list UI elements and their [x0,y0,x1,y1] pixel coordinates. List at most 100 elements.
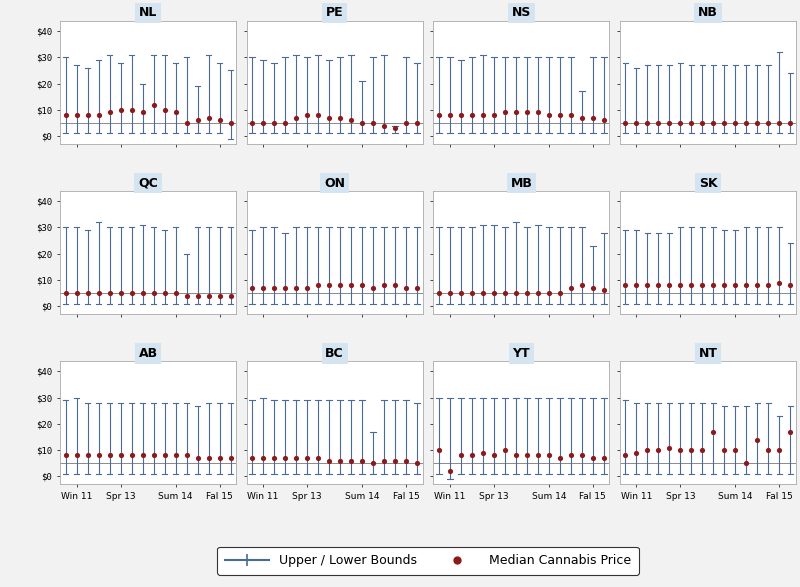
Point [487,451,500,460]
Title: NL: NL [139,6,158,19]
Point [114,288,127,298]
Point [443,288,456,298]
Point [290,283,302,292]
Point [257,283,270,292]
Point [59,451,72,460]
Point [531,107,544,117]
Point [103,451,116,460]
Point [290,113,302,122]
Point [554,288,566,298]
Point [334,113,346,122]
Point [345,281,358,290]
Title: NB: NB [698,6,718,19]
Point [213,116,226,125]
Point [443,467,456,476]
Point [487,288,500,298]
Point [542,110,555,120]
Point [652,281,665,290]
Point [400,118,413,127]
Point [389,123,402,133]
Point [565,451,578,460]
Point [312,453,325,463]
Point [366,283,379,292]
Title: QC: QC [138,177,158,190]
Point [147,100,160,109]
Point [389,456,402,465]
Point [454,288,467,298]
Point [652,118,665,127]
Title: YT: YT [513,347,530,360]
Point [59,288,72,298]
Point [158,288,171,298]
Point [378,456,390,465]
Point [356,118,369,127]
Point [202,453,215,463]
Point [92,110,105,120]
Point [740,458,753,468]
Point [630,281,643,290]
Point [542,451,555,460]
Point [674,446,687,455]
Point [411,118,424,127]
Point [619,281,632,290]
Point [773,118,786,127]
Title: SK: SK [698,177,718,190]
Point [356,456,369,465]
Point [180,291,193,301]
Point [454,110,467,120]
Point [521,107,534,117]
Point [619,451,632,460]
Point [729,281,742,290]
Point [586,453,599,463]
Point [389,281,402,290]
Title: ON: ON [324,177,345,190]
Point [432,446,445,455]
Point [400,283,413,292]
Point [784,281,797,290]
Point [598,286,610,295]
Point [740,281,753,290]
Point [531,451,544,460]
Point [641,446,654,455]
Point [322,113,335,122]
Point [191,453,204,463]
Point [696,446,709,455]
Point [169,288,182,298]
Point [180,118,193,127]
Point [554,110,566,120]
Point [136,288,149,298]
Point [498,446,511,455]
Point [784,118,797,127]
Point [70,451,83,460]
Point [125,105,138,114]
Point [586,113,599,122]
Point [762,281,775,290]
Point [718,118,731,127]
Point [773,278,786,287]
Point [685,281,698,290]
Point [257,118,270,127]
Point [411,458,424,468]
Point [366,458,379,468]
Point [158,451,171,460]
Point [312,281,325,290]
Point [81,110,94,120]
Point [521,288,534,298]
Point [103,288,116,298]
Point [70,110,83,120]
Point [278,283,291,292]
Point [598,116,610,125]
Point [114,105,127,114]
Point [246,453,258,463]
Point [125,288,138,298]
Point [619,118,632,127]
Point [641,118,654,127]
Point [103,107,116,117]
Point [301,283,314,292]
Point [432,288,445,298]
Point [652,446,665,455]
Point [477,110,490,120]
Point [147,451,160,460]
Point [487,110,500,120]
Point [477,448,490,457]
